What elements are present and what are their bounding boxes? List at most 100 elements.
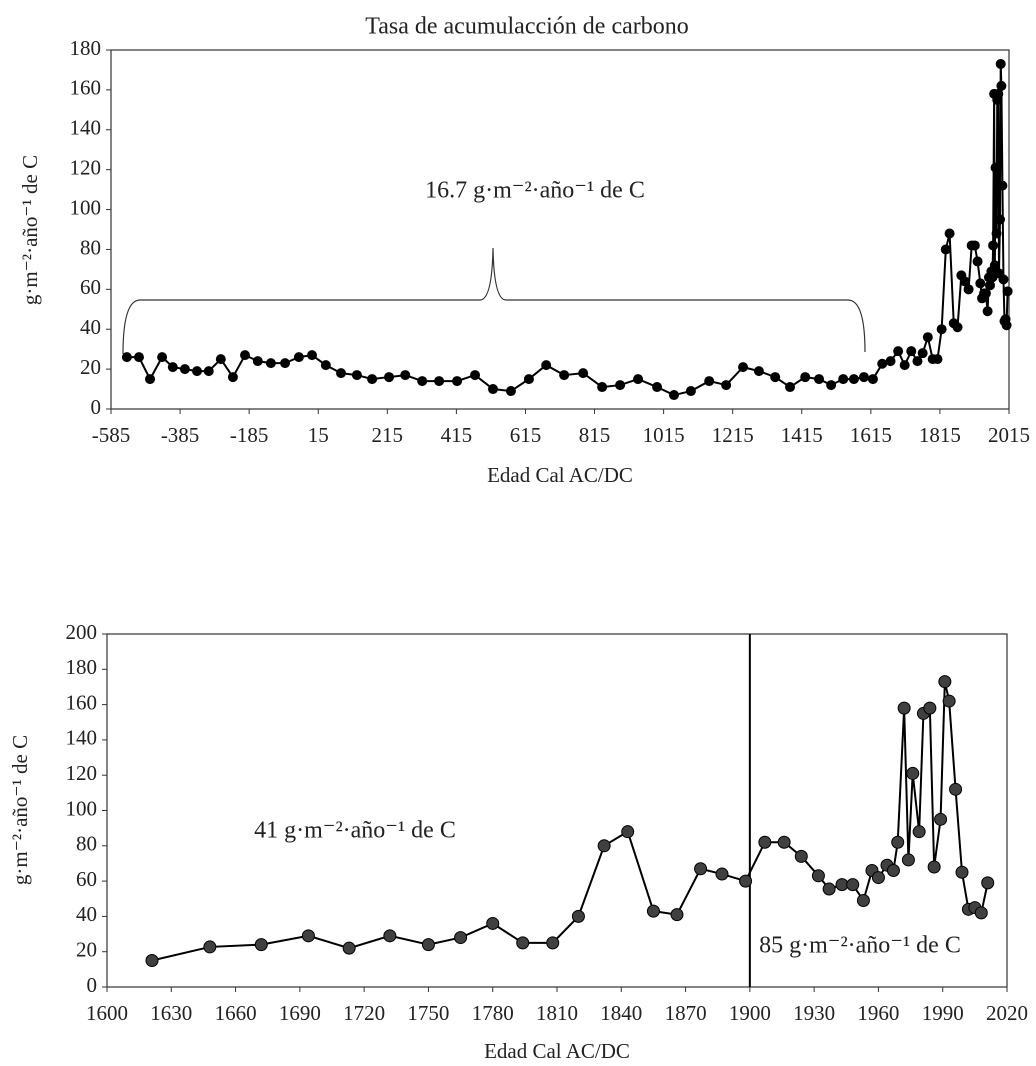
data-point — [991, 228, 1002, 239]
data-point — [770, 372, 781, 383]
data-point — [670, 908, 684, 922]
data-point — [646, 904, 660, 918]
series-line — [126, 63, 1009, 397]
y-tick-label: 40 — [76, 902, 97, 926]
x-tick-label: 1780 — [472, 1001, 514, 1025]
data-point — [417, 376, 428, 387]
annotation: 41 g·m⁻²·año⁻¹ de C — [254, 818, 456, 844]
x-tick-label: 815 — [579, 423, 611, 447]
data-point — [885, 356, 896, 367]
data-point — [384, 372, 395, 383]
x-tick-label: 15 — [308, 423, 329, 447]
x-tick-label: -585 — [92, 423, 131, 447]
data-point — [192, 366, 203, 377]
x-tick-label: 1215 — [712, 423, 754, 447]
x-tick-label: 615 — [510, 423, 542, 447]
data-point — [785, 382, 796, 393]
x-tick-label: -185 — [230, 423, 269, 447]
data-point — [998, 274, 1009, 285]
data-point — [541, 360, 552, 371]
x-tick-label: 1960 — [857, 1001, 899, 1025]
data-point — [203, 940, 217, 954]
data-point — [893, 346, 904, 357]
data-point — [982, 306, 993, 317]
data-point — [721, 380, 732, 391]
data-point — [871, 871, 885, 885]
data-point — [838, 374, 849, 385]
annotation: 85 g·m⁻²·año⁻¹ de C — [759, 933, 961, 959]
x-tick-label: 1015 — [643, 423, 685, 447]
data-point — [157, 352, 168, 363]
data-point — [990, 162, 1001, 173]
plot-frame — [110, 49, 1010, 410]
data-point — [145, 954, 159, 968]
data-point — [952, 322, 963, 333]
data-point — [974, 906, 988, 920]
y-tick-label: 180 — [66, 655, 98, 679]
data-point — [454, 931, 468, 945]
data-point — [811, 869, 825, 883]
data-point — [995, 214, 1006, 225]
data-point — [179, 364, 190, 375]
y-tick-label: 80 — [80, 235, 101, 259]
data-point — [240, 350, 251, 361]
y-tick-label: 200 — [66, 620, 98, 644]
data-point — [814, 374, 825, 385]
x-tick-label: 1750 — [407, 1001, 449, 1025]
data-point — [470, 370, 481, 381]
data-point — [633, 374, 644, 385]
data-point — [571, 909, 585, 923]
x-axis-title: Edad Cal AC/DC — [484, 1039, 630, 1063]
y-tick-label: 0 — [91, 395, 102, 419]
data-point — [615, 380, 626, 391]
data-point — [215, 354, 226, 365]
data-point — [739, 874, 753, 888]
x-tick-label: 1720 — [343, 1001, 385, 1025]
x-tick-label: 1600 — [86, 1001, 128, 1025]
x-tick-label: 1415 — [781, 423, 823, 447]
data-point — [753, 366, 764, 377]
x-tick-label: 2015 — [988, 423, 1030, 447]
data-point — [265, 358, 276, 369]
data-point — [367, 374, 378, 385]
data-point — [133, 352, 144, 363]
data-point — [917, 348, 928, 359]
x-tick-label: 415 — [441, 423, 473, 447]
y-tick-label: 60 — [80, 275, 101, 299]
data-point — [546, 936, 560, 950]
chart-title: Tasa de acumulacción de carbono — [365, 14, 689, 40]
data-point — [963, 284, 974, 295]
data-point — [856, 894, 870, 908]
data-point — [899, 360, 910, 371]
data-point — [944, 228, 955, 239]
data-point — [886, 864, 900, 878]
annotation: 16.7 g·m⁻²·año⁻¹ de C — [425, 178, 645, 204]
data-point — [738, 362, 749, 373]
data-point — [486, 916, 500, 930]
data-point — [934, 812, 948, 826]
x-tick-label: -385 — [161, 423, 200, 447]
x-tick-label: 1690 — [279, 1001, 321, 1025]
data-point — [932, 354, 943, 365]
data-point — [685, 386, 696, 397]
data-point — [704, 376, 715, 387]
y-tick-label: 140 — [66, 726, 98, 750]
y-tick-label: 140 — [70, 116, 102, 140]
data-point — [421, 938, 435, 952]
data-point — [167, 362, 178, 373]
data-point — [121, 352, 132, 363]
data-point — [621, 825, 635, 839]
data-point — [668, 390, 679, 401]
data-point — [867, 374, 878, 385]
data-point — [400, 370, 411, 381]
data-point — [1001, 320, 1012, 331]
data-point — [938, 675, 952, 689]
data-point — [523, 374, 534, 385]
x-tick-label: 215 — [372, 423, 404, 447]
y-tick-label: 80 — [76, 832, 97, 856]
data-point — [487, 384, 498, 395]
y-axis-title: g·m⁻²·año⁻¹ de C — [18, 155, 42, 305]
data-point — [434, 376, 445, 387]
data-point — [975, 278, 986, 289]
